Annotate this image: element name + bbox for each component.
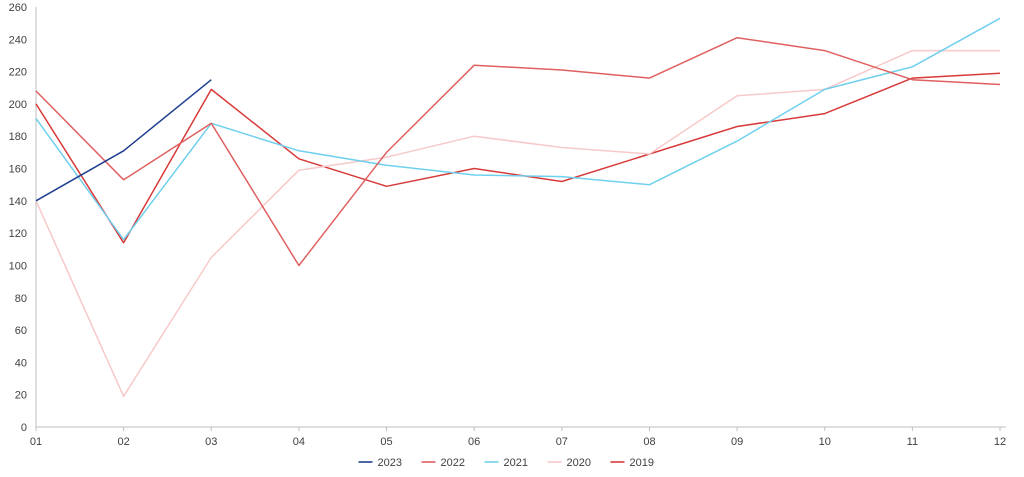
legend-item-2019: 2019 bbox=[610, 457, 654, 469]
x-tick-label: 11 bbox=[907, 436, 918, 448]
y-tick-label: 180 bbox=[9, 131, 27, 143]
series-layer bbox=[35, 17, 1001, 398]
y-tick-label: 220 bbox=[9, 67, 27, 79]
legend-item-2021: 2021 bbox=[484, 457, 528, 469]
y-tick-label: 60 bbox=[15, 325, 27, 337]
series-line-2019 bbox=[35, 72, 1001, 244]
x-tick-label: 06 bbox=[468, 436, 480, 448]
y-tick-label: 20 bbox=[15, 390, 27, 402]
y-tick-label: 140 bbox=[9, 196, 27, 208]
x-tick-label: 03 bbox=[205, 436, 217, 448]
legend: 2023 2022 2021 2020 2019 bbox=[358, 457, 654, 469]
x-tick-label: 09 bbox=[731, 436, 743, 448]
legend-label: 2021 bbox=[504, 457, 528, 469]
y-tick-label: 0 bbox=[21, 422, 27, 434]
x-tick-label: 02 bbox=[118, 436, 130, 448]
y-axis: 0 20 40 60 80 100 120 140 160 180 200 220 240 260 bbox=[9, 2, 37, 434]
x-tick-label: 04 bbox=[293, 436, 305, 448]
x-tick-label: 10 bbox=[819, 436, 831, 448]
series-line-2020 bbox=[35, 49, 1000, 398]
x-tick-label: 07 bbox=[556, 436, 568, 448]
y-tick-label: 200 bbox=[9, 99, 27, 111]
series-line-2023 bbox=[35, 79, 212, 202]
y-tick-label: 40 bbox=[15, 357, 27, 369]
legend-label: 2022 bbox=[441, 457, 465, 469]
x-tick-label: 12 bbox=[994, 436, 1006, 448]
legend-label: 2023 bbox=[378, 457, 402, 469]
x-tick-label: 01 bbox=[30, 436, 42, 448]
legend-label: 2020 bbox=[567, 457, 591, 469]
y-tick-label: 240 bbox=[9, 34, 27, 46]
x-axis: 01 02 03 04 05 06 07 08 09 10 11 12 bbox=[30, 426, 1006, 448]
y-tick-label: 120 bbox=[9, 228, 27, 240]
y-tick-label: 160 bbox=[9, 164, 27, 176]
legend-label: 2019 bbox=[630, 457, 654, 469]
y-tick-label: 260 bbox=[9, 2, 27, 14]
x-tick-label: 05 bbox=[380, 436, 392, 448]
series-line-2022 bbox=[35, 36, 1001, 267]
legend-item-2022: 2022 bbox=[421, 457, 465, 469]
series-line-2021 bbox=[35, 17, 1001, 241]
legend-item-2020: 2020 bbox=[547, 457, 591, 469]
legend-item-2023: 2023 bbox=[358, 457, 402, 469]
y-tick-label: 80 bbox=[15, 293, 27, 305]
y-tick-label: 100 bbox=[9, 260, 27, 272]
x-tick-label: 08 bbox=[643, 436, 655, 448]
